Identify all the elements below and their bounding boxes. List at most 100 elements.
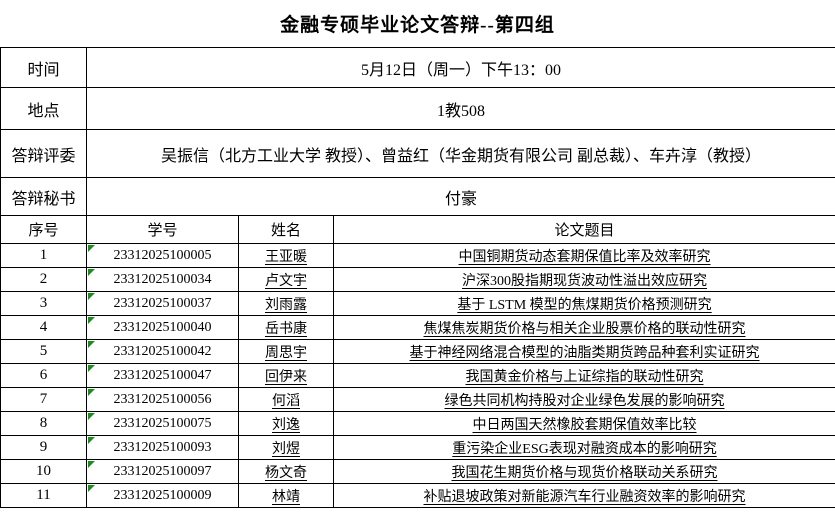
student-id-cell: 23312025100034 <box>86 267 239 292</box>
name-cell: 刘煜 <box>238 435 334 460</box>
header-name: 姓名 <box>238 215 334 244</box>
info-section: 时间 5月12日（周一）下午13：00 地点 1教508 答辩评委 吴振信（北方… <box>0 47 835 244</box>
thesis-title-cell-text: 中日两国天然橡胶套期保值效率比较 <box>472 417 697 433</box>
student-id-cell-text: 23312025100034 <box>113 271 212 287</box>
student-id-cell: 23312025100009 <box>86 483 239 508</box>
name-cell-text: 刘雨露 <box>265 297 307 313</box>
name-cell: 刘雨露 <box>238 291 334 316</box>
index-cell-text: 3 <box>39 295 48 311</box>
table-row: 3 23312025100037 刘雨露 基于 LSTM 模型的焦煤期货价格预测研究 <box>0 291 835 316</box>
name-cell-text: 周思宇 <box>265 345 307 361</box>
info-row-committee: 答辩评委 吴振信（北方工业大学 教授）、曾益红（华金期货有限公司 副总裁）、车卉… <box>0 129 835 178</box>
number-stored-as-text-indicator-icon <box>88 245 95 252</box>
index-cell: 1 <box>0 243 87 268</box>
name-cell-text: 杨文奇 <box>265 465 307 481</box>
location-label: 地点 <box>0 87 87 130</box>
table-row: 8 23312025100075 刘逸 中日两国天然橡胶套期保值效率比较 <box>0 411 835 436</box>
student-id-cell: 23312025100005 <box>86 243 239 268</box>
thesis-title-cell: 我国花生期货价格与现货价格联动关系研究 <box>332 459 835 484</box>
name-cell: 卢文宇 <box>238 267 334 292</box>
header-index: 序号 <box>0 215 87 244</box>
thesis-title-cell: 焦煤焦炭期货价格与相关企业股票价格的联动性研究 <box>332 315 835 340</box>
student-id-cell: 23312025100037 <box>86 291 239 316</box>
student-id-cell: 23312025100047 <box>86 363 239 388</box>
index-cell-text: 10 <box>36 463 51 479</box>
thesis-title-cell: 重污染企业ESG表现对融资成本的影响研究 <box>332 435 835 460</box>
page-title: 金融专硕毕业论文答辩--第四组 <box>280 15 555 36</box>
index-cell: 6 <box>0 363 87 388</box>
index-cell: 4 <box>0 315 87 340</box>
index-cell: 8 <box>0 411 87 436</box>
thesis-title-cell-text: 基于 LSTM 模型的焦煤期货价格预测研究 <box>457 297 712 313</box>
info-row-location: 地点 1教508 <box>0 87 835 130</box>
table-header-row: 序号 学号 姓名 论文题目 <box>0 215 835 244</box>
committee-value: 吴振信（北方工业大学 教授）、曾益红（华金期货有限公司 副总裁）、车卉淳（教授） <box>85 129 835 178</box>
index-cell: 2 <box>0 267 87 292</box>
student-id-cell: 23312025100056 <box>86 387 239 412</box>
index-cell: 3 <box>0 291 87 316</box>
student-id-cell-text: 23312025100093 <box>113 439 212 455</box>
index-cell-text: 8 <box>39 415 48 431</box>
thesis-title-cell: 补贴退坡政策对新能源汽车行业融资效率的影响研究 <box>332 483 835 508</box>
index-cell-text: 9 <box>39 439 48 455</box>
thesis-title-cell-text: 中国铜期货动态套期保值比率及效率研究 <box>458 249 711 265</box>
name-cell-text: 何滔 <box>272 393 300 409</box>
thesis-title-cell: 绿色共同机构持股对企业绿色发展的影响研究 <box>332 387 835 412</box>
number-stored-as-text-indicator-icon <box>88 317 95 324</box>
header-student-id: 学号 <box>86 215 239 244</box>
thesis-title-cell-text: 沪深300股指期现货波动性溢出效应研究 <box>462 273 708 289</box>
thesis-title-cell: 基于 LSTM 模型的焦煤期货价格预测研究 <box>332 291 835 316</box>
number-stored-as-text-indicator-icon <box>88 461 95 468</box>
thesis-title-cell: 基于神经网络混合模型的油脂类期货跨品种套利实证研究 <box>332 339 835 364</box>
student-id-cell-text: 23312025100005 <box>113 247 212 263</box>
thesis-title-cell-text: 重污染企业ESG表现对融资成本的影响研究 <box>452 441 717 457</box>
index-cell-text: 11 <box>36 487 51 503</box>
secretary-label: 答辩秘书 <box>0 177 87 216</box>
index-cell: 7 <box>0 387 87 412</box>
number-stored-as-text-indicator-icon <box>88 437 95 444</box>
student-id-cell: 23312025100097 <box>86 459 239 484</box>
student-id-cell-text: 23312025100097 <box>113 463 212 479</box>
info-row-time: 时间 5月12日（周一）下午13：00 <box>0 47 835 88</box>
thesis-title-cell: 中国铜期货动态套期保值比率及效率研究 <box>332 243 835 268</box>
number-stored-as-text-indicator-icon <box>88 413 95 420</box>
table-row: 1 23312025100005 王亚暖 中国铜期货动态套期保值比率及效率研究 <box>0 243 835 268</box>
student-id-cell-text: 23312025100047 <box>113 367 212 383</box>
time-label: 时间 <box>0 47 87 88</box>
name-cell: 林靖 <box>238 483 334 508</box>
index-cell: 10 <box>0 459 87 484</box>
time-value: 5月12日（周一）下午13：00 <box>85 47 835 88</box>
name-cell-text: 岳书康 <box>265 321 307 337</box>
index-cell: 11 <box>0 483 87 508</box>
name-cell: 岳书康 <box>238 315 334 340</box>
name-cell: 王亚暖 <box>238 243 334 268</box>
name-cell: 何滔 <box>238 387 334 412</box>
name-cell-text: 林靖 <box>272 489 300 505</box>
thesis-title-cell-text: 基于神经网络混合模型的油脂类期货跨品种套利实证研究 <box>409 345 760 361</box>
number-stored-as-text-indicator-icon <box>88 269 95 276</box>
index-cell-text: 4 <box>39 319 48 335</box>
table-row: 5 23312025100042 周思宇 基于神经网络混合模型的油脂类期货跨品种套利实… <box>0 339 835 364</box>
thesis-title-cell: 中日两国天然橡胶套期保值效率比较 <box>332 411 835 436</box>
number-stored-as-text-indicator-icon <box>88 485 95 492</box>
number-stored-as-text-indicator-icon <box>88 341 95 348</box>
number-stored-as-text-indicator-icon <box>88 293 95 300</box>
student-id-cell: 23312025100040 <box>86 315 239 340</box>
student-id-cell: 23312025100093 <box>86 435 239 460</box>
table-row: 9 23312025100093 刘煜 重污染企业ESG表现对融资成本的影响研究 <box>0 435 835 460</box>
thesis-title-cell: 沪深300股指期现货波动性溢出效应研究 <box>332 267 835 292</box>
student-id-cell: 23312025100075 <box>86 411 239 436</box>
location-value: 1教508 <box>85 87 835 130</box>
defense-table: 时间 5月12日（周一）下午13：00 地点 1教508 答辩评委 吴振信（北方… <box>0 47 835 508</box>
name-cell-text: 刘煜 <box>272 441 300 457</box>
committee-label: 答辩评委 <box>0 129 87 178</box>
thesis-title-cell-text: 我国黄金价格与上证综指的联动性研究 <box>465 369 704 385</box>
student-id-cell-text: 23312025100009 <box>113 487 212 503</box>
student-id-cell-text: 23312025100042 <box>113 343 212 359</box>
index-cell-text: 6 <box>39 367 48 383</box>
student-id-cell-text: 23312025100075 <box>113 415 212 431</box>
thesis-title-cell-text: 绿色共同机构持股对企业绿色发展的影响研究 <box>444 393 725 409</box>
thesis-title-cell-text: 补贴退坡政策对新能源汽车行业融资效率的影响研究 <box>423 489 746 505</box>
name-cell: 刘逸 <box>238 411 334 436</box>
name-cell-text: 回伊来 <box>265 369 307 385</box>
